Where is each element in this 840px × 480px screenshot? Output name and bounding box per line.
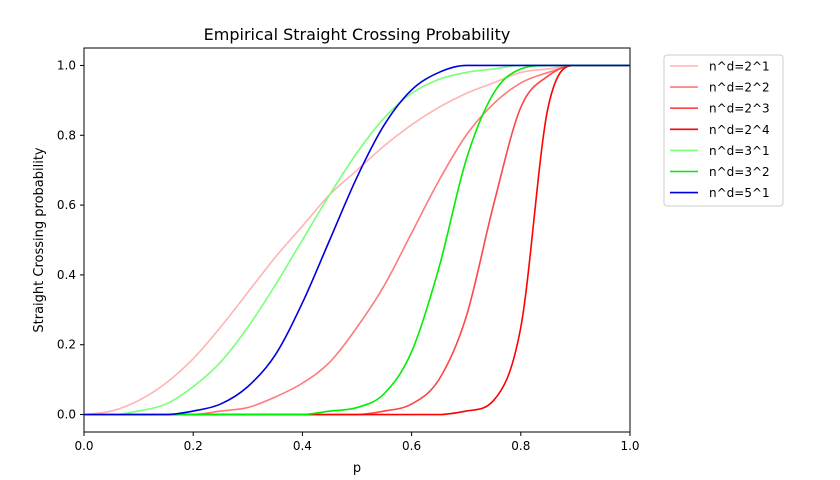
series-line-5 xyxy=(84,64,630,416)
x-tick-label: 0.8 xyxy=(511,439,530,453)
legend-label: n^d=2^4 xyxy=(709,123,770,137)
series-lines xyxy=(83,64,630,416)
chart-title: Empirical Straight Crossing Probability xyxy=(204,25,511,44)
y-tick-label: 0.8 xyxy=(57,128,76,142)
legend-label: n^d=5^1 xyxy=(709,186,770,200)
plot-area-frame xyxy=(83,47,631,433)
legend: n^d=2^1 n^d=2^2 n^d=2^3 n^d=2^4 n^d=3^1 n^d=3… xyxy=(663,54,784,207)
series-line-3 xyxy=(84,64,630,416)
y-tick-label: 0.0 xyxy=(57,408,76,422)
x-tick-label: 0.6 xyxy=(402,439,421,453)
y-tick-label: 0.2 xyxy=(57,338,76,352)
legend-label: n^d=2^1 xyxy=(709,60,770,74)
series-line-2 xyxy=(84,64,630,416)
y-axis-label: Straight Crossing probability xyxy=(32,147,47,333)
legend-label: n^d=3^2 xyxy=(709,165,770,179)
x-tick-label: 0.0 xyxy=(74,439,93,453)
legend-label: n^d=3^1 xyxy=(709,144,770,158)
legend-label: n^d=2^3 xyxy=(709,102,770,116)
series-line-1 xyxy=(83,64,630,416)
x-axis-label: p xyxy=(353,461,361,476)
series-line-4 xyxy=(84,64,630,416)
series-line-6 xyxy=(84,64,630,416)
y-tick-label: 1.0 xyxy=(57,58,76,72)
x-tick-label: 0.4 xyxy=(293,439,312,453)
y-tick-label: 0.4 xyxy=(57,268,76,282)
x-tick-label: 0.2 xyxy=(184,439,203,453)
series-line-7 xyxy=(84,64,630,416)
y-tick-label: 0.6 xyxy=(57,198,76,212)
x-tick-label: 1.0 xyxy=(620,439,639,453)
legend-box xyxy=(663,54,784,207)
legend-label: n^d=2^2 xyxy=(709,81,770,95)
axis-ticks: 0.0 0.2 0.4 0.6 0.8 1.0 0.0 0.2 0.4 0.6 0.8 1.0 xyxy=(57,58,640,453)
